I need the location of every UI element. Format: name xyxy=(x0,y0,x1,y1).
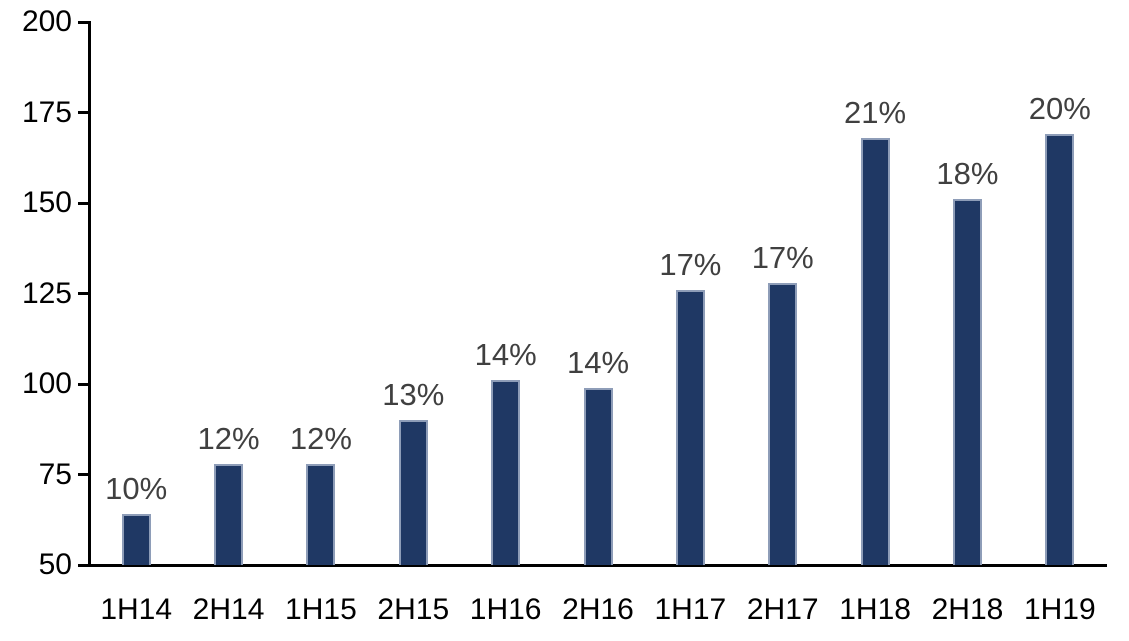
bar-data-label: 14% xyxy=(566,344,630,380)
bar-data-label: 18% xyxy=(936,156,999,192)
x-tick-label: 2H17 xyxy=(746,593,819,626)
bar-1h18 xyxy=(860,137,890,565)
y-tick-label: 50 xyxy=(38,548,72,581)
x-axis-line xyxy=(88,564,1107,567)
bar-2h17 xyxy=(768,282,798,565)
x-tick-label: 1H18 xyxy=(839,593,911,626)
y-tick-label: 200 xyxy=(21,5,72,38)
y-tick-mark xyxy=(78,20,90,24)
bar-data-label: 20% xyxy=(1028,91,1091,127)
bar-1h15 xyxy=(306,463,336,565)
y-tick-mark xyxy=(78,382,90,386)
bar-data-label: 12% xyxy=(289,420,352,456)
bar-data-label: 14% xyxy=(474,337,537,373)
bar-2h15 xyxy=(398,420,428,565)
y-tick-label: 125 xyxy=(21,276,72,310)
x-tick-label: 1H17 xyxy=(654,593,727,626)
bar-data-label: 17% xyxy=(659,246,722,282)
x-tick-label: 1H15 xyxy=(285,593,357,626)
y-tick-mark xyxy=(78,111,90,114)
bar-data-label: 21% xyxy=(844,94,907,130)
x-tick-label: 1H16 xyxy=(469,593,542,626)
x-tick-label: 2H15 xyxy=(377,593,450,626)
y-tick-mark xyxy=(78,292,90,295)
x-tick-label: 2H18 xyxy=(931,593,1004,626)
y-tick-mark xyxy=(78,563,90,567)
y-tick-label: 100 xyxy=(21,367,72,400)
x-tick-label: 2H16 xyxy=(562,593,634,626)
bar-2h18 xyxy=(952,199,982,565)
bar-data-label: 12% xyxy=(197,420,260,456)
x-tick-label: 2H14 xyxy=(192,593,265,626)
bar-1h17 xyxy=(675,289,705,565)
y-tick-label: 175 xyxy=(21,95,72,129)
bar-data-label: 17% xyxy=(751,239,814,275)
bar-1h16 xyxy=(491,380,521,565)
y-tick-label: 75 xyxy=(38,457,72,491)
bar-2h16 xyxy=(583,387,613,565)
x-tick-label: 1H19 xyxy=(1023,593,1096,626)
bar-data-label: 10% xyxy=(105,471,168,507)
y-tick-mark xyxy=(78,201,90,205)
y-tick-mark xyxy=(78,473,90,476)
y-tick-label: 150 xyxy=(21,186,72,219)
bar-data-label: 13% xyxy=(382,377,445,413)
x-tick-label: 1H14 xyxy=(100,593,173,626)
bar-1h19 xyxy=(1045,134,1075,565)
bar-2h14 xyxy=(214,463,244,565)
bar-1h14 xyxy=(121,514,151,565)
